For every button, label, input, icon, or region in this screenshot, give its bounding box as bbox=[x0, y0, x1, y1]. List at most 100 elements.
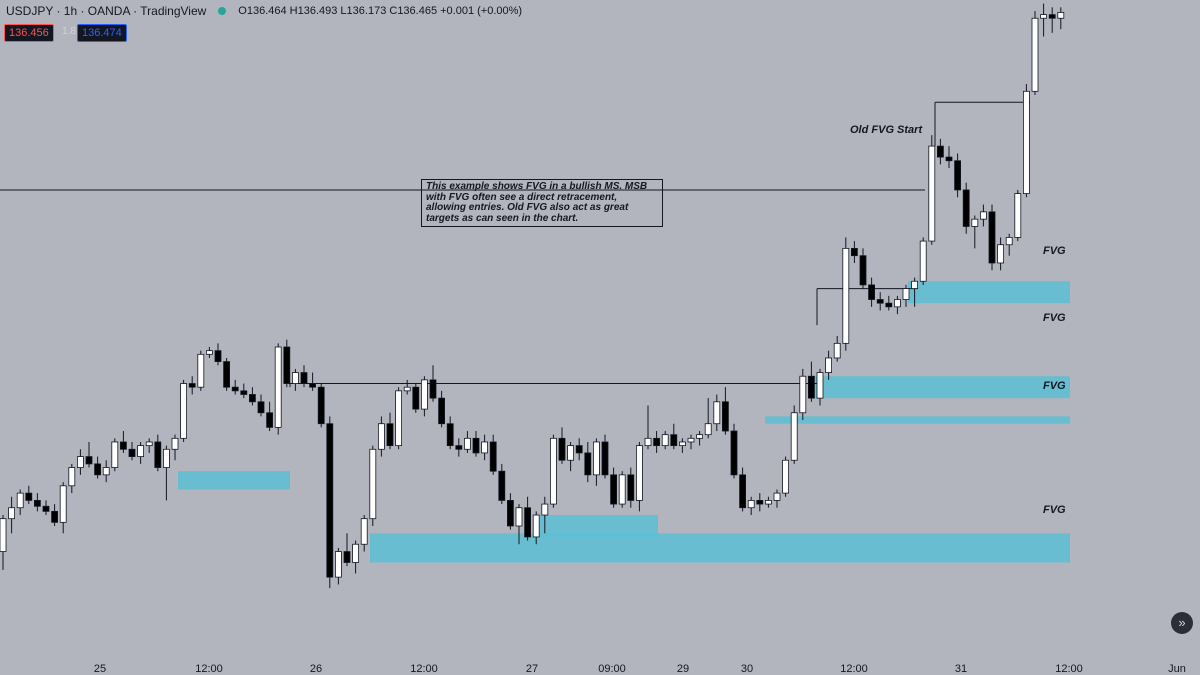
candle-body bbox=[670, 434, 678, 447]
candle-body bbox=[601, 441, 609, 476]
candle-body bbox=[197, 353, 205, 388]
candle-body bbox=[988, 211, 996, 264]
candle-body bbox=[567, 445, 574, 461]
candle-body bbox=[773, 492, 781, 501]
candle-body bbox=[420, 379, 428, 410]
symbol-title[interactable]: USDJPY · 1h · OANDA · TradingView bbox=[6, 4, 207, 18]
candle-body bbox=[128, 448, 136, 457]
candle-body bbox=[481, 441, 489, 454]
candle-body bbox=[120, 441, 127, 450]
fvg-label[interactable]: FVG bbox=[1043, 504, 1066, 516]
candle-body bbox=[25, 492, 33, 501]
fvg-zone bbox=[908, 281, 1070, 304]
x-tick-label: 29 bbox=[676, 663, 690, 675]
candle-body bbox=[808, 375, 815, 399]
candle-body bbox=[816, 372, 824, 399]
candle-body bbox=[515, 507, 523, 527]
candle-body bbox=[550, 437, 557, 505]
candle-body bbox=[532, 514, 540, 538]
candle-body bbox=[730, 430, 738, 476]
scroll-to-realtime-button[interactable]: » bbox=[1171, 612, 1193, 634]
bid-price-button[interactable]: 136.456 bbox=[4, 24, 54, 42]
candle-body bbox=[162, 448, 170, 468]
candle-body bbox=[997, 244, 1004, 264]
x-tick-label: 09:00 bbox=[598, 663, 626, 675]
candle-body bbox=[661, 434, 669, 447]
candle-body bbox=[68, 467, 76, 487]
old-fvg-start-label[interactable]: Old FVG Start bbox=[850, 124, 923, 136]
candle-body bbox=[257, 401, 265, 414]
candle-body bbox=[8, 507, 16, 520]
candle-body bbox=[171, 437, 179, 450]
candle-body bbox=[713, 401, 721, 425]
candle-body bbox=[334, 551, 342, 578]
candle-body bbox=[687, 437, 695, 443]
fvg-zone bbox=[370, 533, 1070, 563]
candle-body bbox=[627, 474, 635, 501]
candle-body bbox=[945, 156, 953, 162]
candle-body bbox=[283, 346, 291, 384]
candle-body bbox=[343, 551, 351, 563]
candle-body bbox=[16, 492, 24, 509]
candle-body bbox=[885, 302, 893, 308]
x-tick-label: 12:00 bbox=[1055, 663, 1083, 675]
candle-body bbox=[790, 412, 798, 461]
candle-body bbox=[231, 386, 239, 392]
candle-body bbox=[223, 361, 231, 388]
fvg-zone bbox=[178, 471, 290, 490]
candle-body bbox=[291, 372, 299, 384]
candle-body bbox=[274, 346, 282, 428]
fvg-label[interactable]: FVG bbox=[1043, 380, 1066, 392]
candle-body bbox=[894, 299, 901, 308]
candle-body bbox=[42, 505, 50, 512]
fvg-zone bbox=[540, 515, 658, 537]
chart-header: USDJPY · 1h · OANDA · TradingView O136.4… bbox=[6, 4, 522, 18]
candle-body bbox=[498, 470, 506, 501]
candle-body bbox=[429, 379, 437, 399]
candle-body bbox=[377, 423, 385, 450]
candle-body bbox=[154, 441, 162, 468]
annotation-note[interactable]: This example shows FVG in a bullish MS. … bbox=[421, 179, 663, 227]
fvg-label[interactable]: FVG bbox=[1043, 245, 1066, 257]
candle-body bbox=[205, 350, 213, 355]
candle-body bbox=[644, 437, 652, 447]
x-tick-label: Jun bbox=[1168, 663, 1186, 675]
candle-body bbox=[575, 445, 583, 454]
candle-body bbox=[765, 500, 772, 505]
ask-price-button[interactable]: 136.474 bbox=[77, 24, 127, 42]
candle-body bbox=[309, 383, 317, 388]
candle-body bbox=[369, 448, 377, 520]
candle-body bbox=[833, 342, 841, 359]
candle-body bbox=[618, 474, 626, 505]
candle-body bbox=[980, 211, 987, 220]
candle-body bbox=[937, 145, 944, 158]
candle-body bbox=[94, 463, 101, 476]
candle-body bbox=[77, 456, 84, 468]
candle-body bbox=[704, 423, 712, 436]
candle-body bbox=[859, 255, 867, 286]
fvg-label[interactable]: FVG bbox=[1043, 312, 1066, 324]
candle-body bbox=[506, 500, 514, 527]
candle-body bbox=[524, 507, 531, 538]
fvg-zone bbox=[765, 416, 1070, 424]
x-tick-label: 12:00 bbox=[840, 663, 868, 675]
price-levels bbox=[0, 101, 1030, 388]
candle-body bbox=[300, 372, 308, 384]
candle-body bbox=[558, 437, 566, 461]
x-tick-label: 31 bbox=[954, 663, 968, 675]
candle-body bbox=[782, 459, 789, 494]
candle-body bbox=[610, 474, 617, 505]
x-tick-label: 30 bbox=[740, 663, 754, 675]
candle-body bbox=[1040, 14, 1047, 19]
candle-body bbox=[1048, 14, 1056, 19]
candle-body bbox=[395, 390, 403, 447]
candle-body bbox=[386, 423, 394, 447]
candle-body bbox=[1023, 90, 1030, 194]
candle-body bbox=[145, 441, 153, 447]
candle-body bbox=[962, 189, 970, 227]
candle-body bbox=[111, 441, 119, 468]
candle-body bbox=[799, 375, 807, 414]
x-tick-label: 26 bbox=[309, 663, 323, 675]
candle-body bbox=[919, 240, 927, 282]
candle-body bbox=[636, 445, 643, 501]
